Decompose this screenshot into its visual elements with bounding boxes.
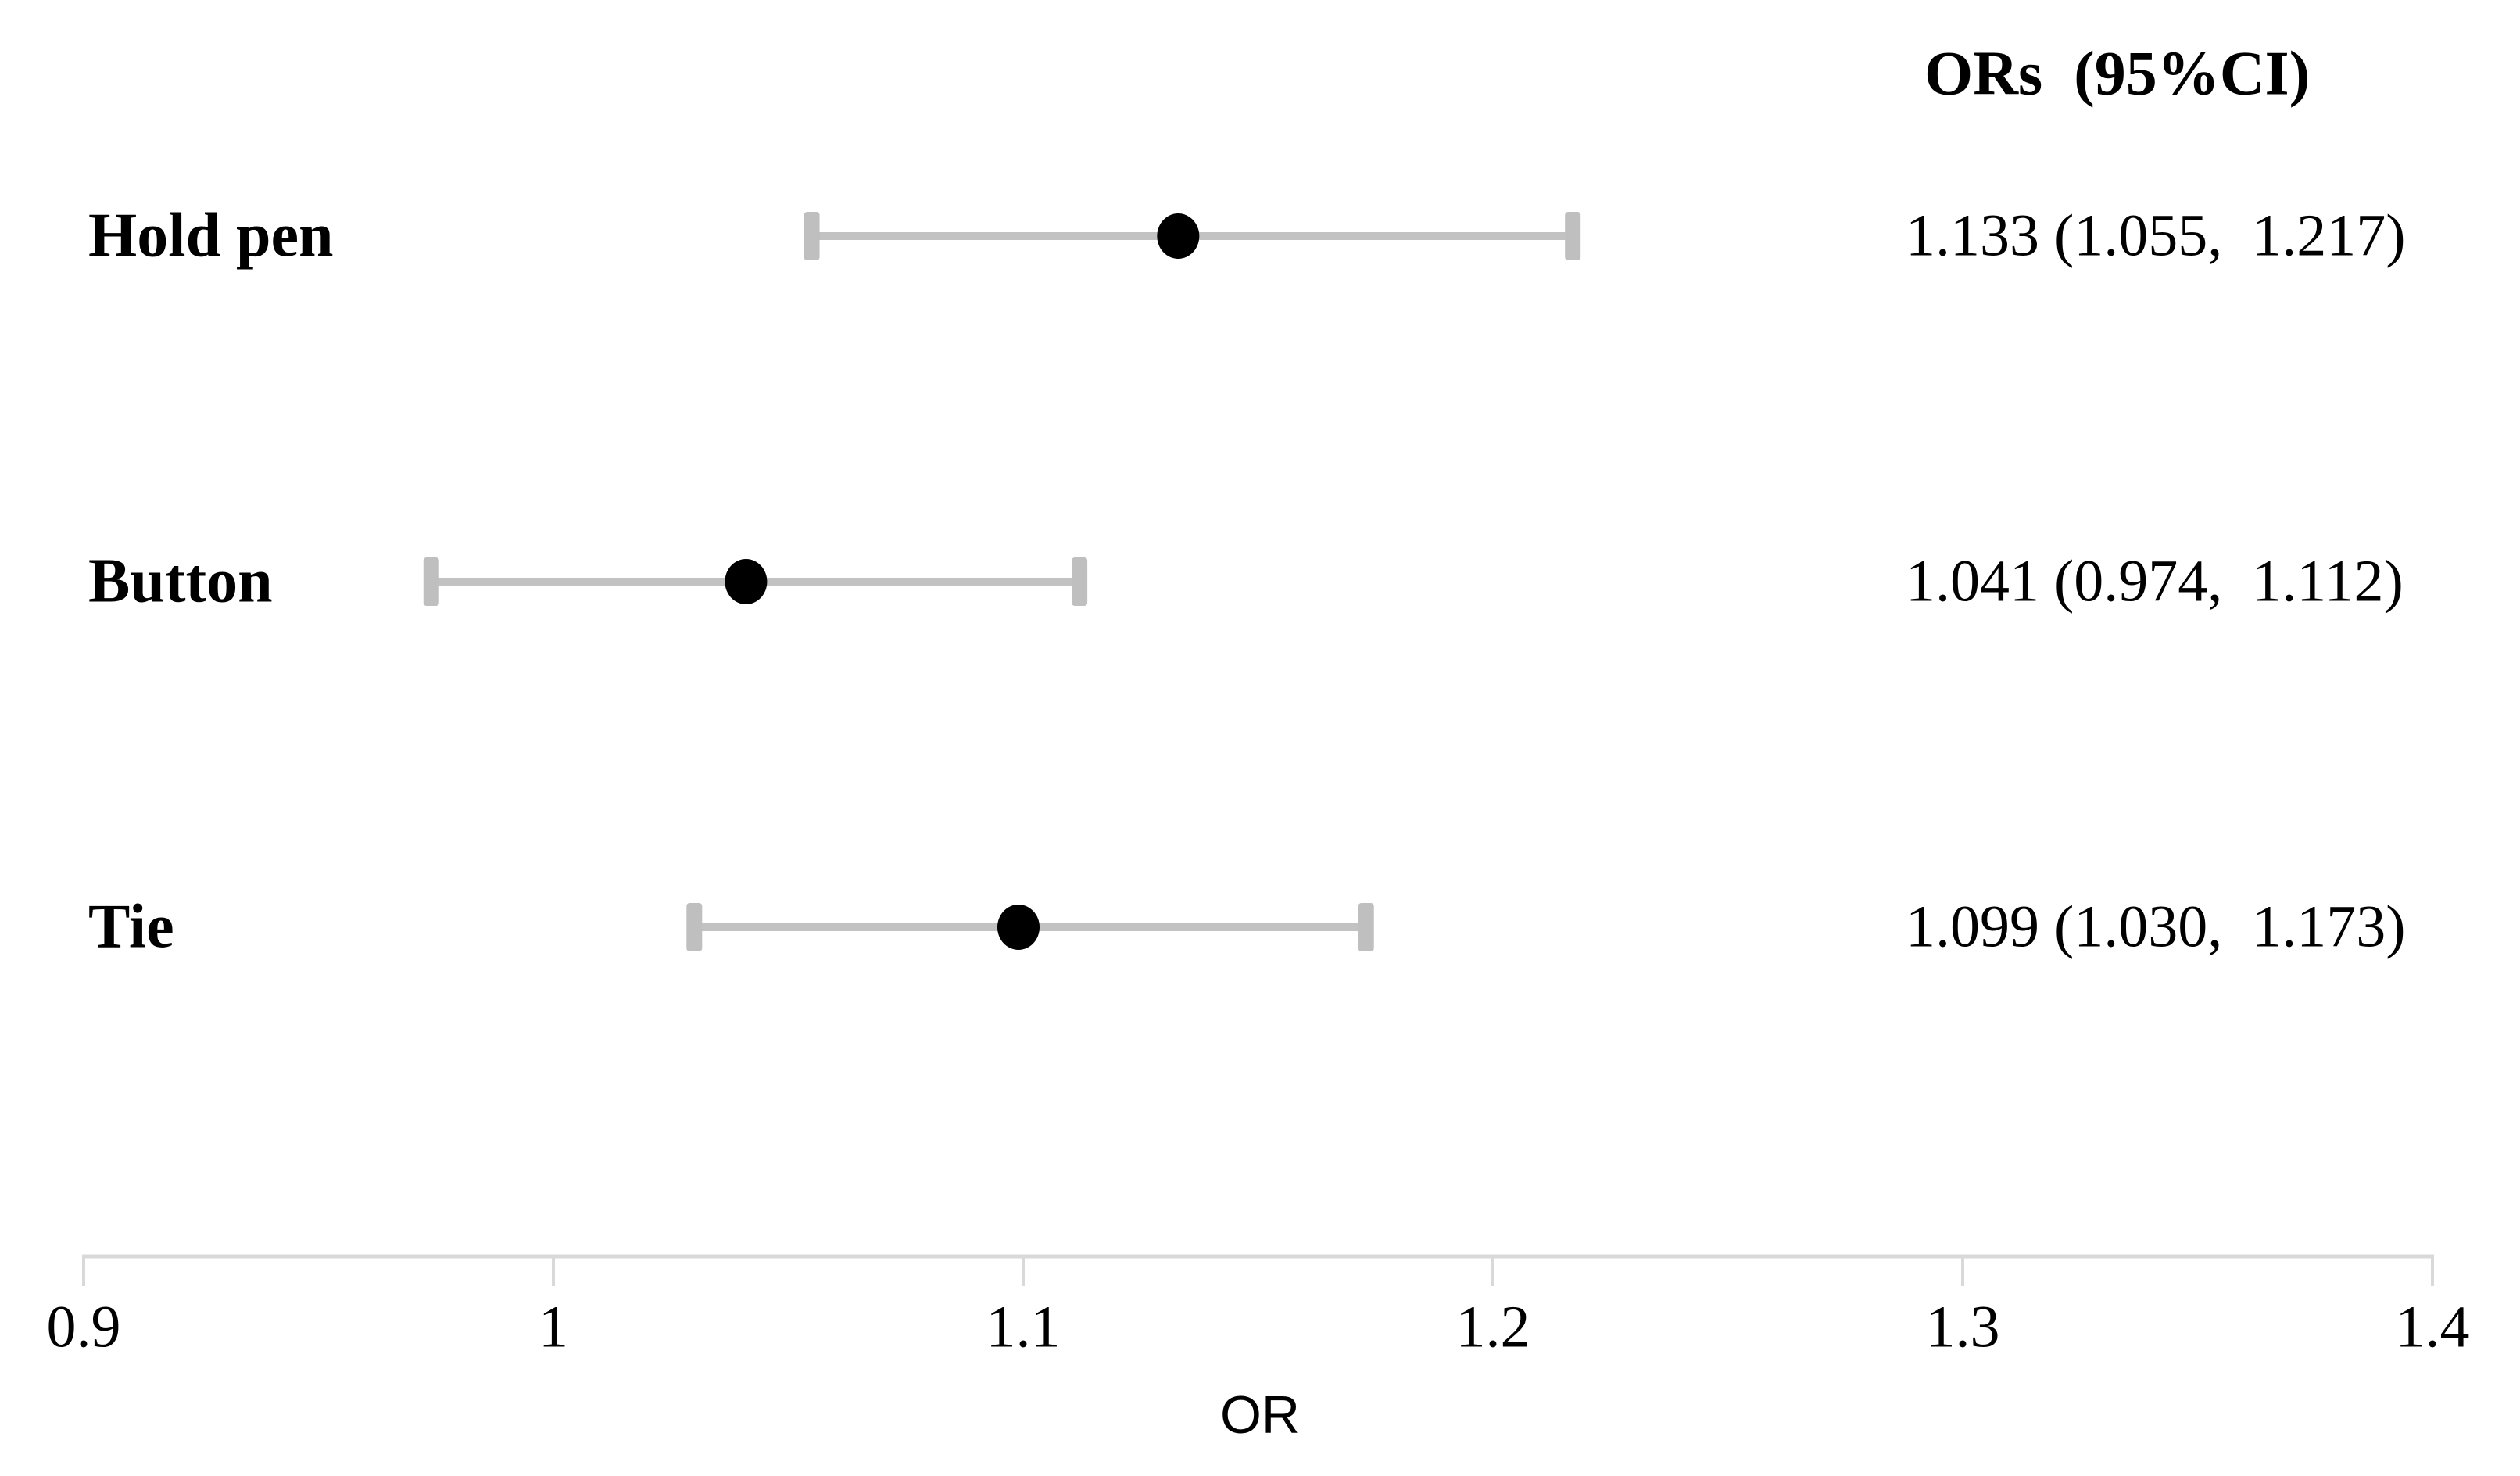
x-tick-label: 1.4	[2395, 1294, 2470, 1360]
or-marker	[1157, 213, 1200, 259]
ors-column-header: ORs (95%CI)	[1924, 39, 2311, 109]
ci-cap-low	[423, 557, 439, 606]
ci-cap-low	[804, 212, 820, 260]
x-tick-label: 1.1	[986, 1294, 1061, 1360]
x-tick-label: 0.9	[46, 1294, 121, 1360]
ci-cap-low	[686, 903, 703, 951]
ci-cap-high	[1565, 212, 1581, 260]
or-marker	[997, 905, 1040, 950]
row-label-hold-pen: Hold pen	[88, 201, 334, 270]
x-axis-title: OR	[1220, 1385, 1300, 1445]
x-tick-label: 1.3	[1925, 1294, 2000, 1360]
ci-cap-high	[1358, 903, 1374, 951]
x-tick-label: 1	[539, 1294, 568, 1360]
row-value-button: 1.041 (0.974, 1.112)	[1906, 548, 2404, 614]
x-tick-label: 1.2	[1455, 1294, 1530, 1360]
row-value-tie: 1.099 (1.030, 1.173)	[1906, 894, 2406, 960]
row-value-hold-pen: 1.133 (1.055, 1.217)	[1906, 202, 2406, 269]
row-label-tie: Tie	[88, 892, 174, 962]
row-label-button: Button	[88, 546, 273, 616]
or-marker	[725, 559, 768, 604]
ci-cap-high	[1072, 557, 1088, 606]
